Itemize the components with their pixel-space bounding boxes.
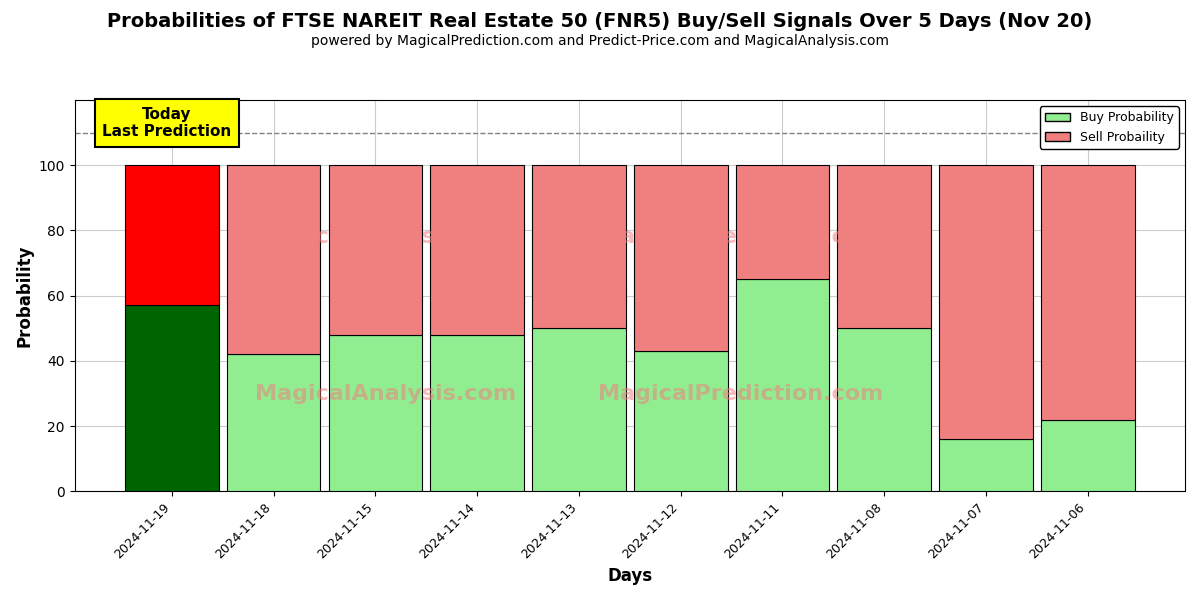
Text: Probabilities of FTSE NAREIT Real Estate 50 (FNR5) Buy/Sell Signals Over 5 Days : Probabilities of FTSE NAREIT Real Estate…: [107, 12, 1093, 31]
Bar: [431, 165, 524, 335]
Text: MagicalAnalysis.com: MagicalAnalysis.com: [254, 383, 516, 404]
Bar: [227, 165, 320, 355]
Legend: Buy Probability, Sell Probaility: Buy Probability, Sell Probaility: [1040, 106, 1178, 149]
Bar: [940, 165, 1033, 439]
Bar: [532, 328, 625, 491]
Text: Today
Last Prediction: Today Last Prediction: [102, 107, 232, 139]
Text: MagicalAnalysis.com: MagicalAnalysis.com: [254, 227, 516, 247]
Text: powered by MagicalPrediction.com and Predict-Price.com and MagicalAnalysis.com: powered by MagicalPrediction.com and Pre…: [311, 34, 889, 48]
Bar: [431, 335, 524, 491]
Bar: [1040, 165, 1134, 419]
Text: MagicalPrediction.com: MagicalPrediction.com: [598, 383, 883, 404]
Bar: [838, 328, 931, 491]
X-axis label: Days: Days: [607, 567, 653, 585]
Text: MagicalPrediction.com: MagicalPrediction.com: [598, 227, 883, 247]
Bar: [227, 355, 320, 491]
Bar: [125, 305, 218, 491]
Bar: [736, 165, 829, 280]
Bar: [940, 439, 1033, 491]
Bar: [634, 351, 727, 491]
Y-axis label: Probability: Probability: [16, 244, 34, 347]
Bar: [125, 165, 218, 305]
Bar: [532, 165, 625, 328]
Bar: [634, 165, 727, 351]
Bar: [838, 165, 931, 328]
Bar: [329, 335, 422, 491]
Bar: [1040, 419, 1134, 491]
Bar: [329, 165, 422, 335]
Bar: [736, 280, 829, 491]
